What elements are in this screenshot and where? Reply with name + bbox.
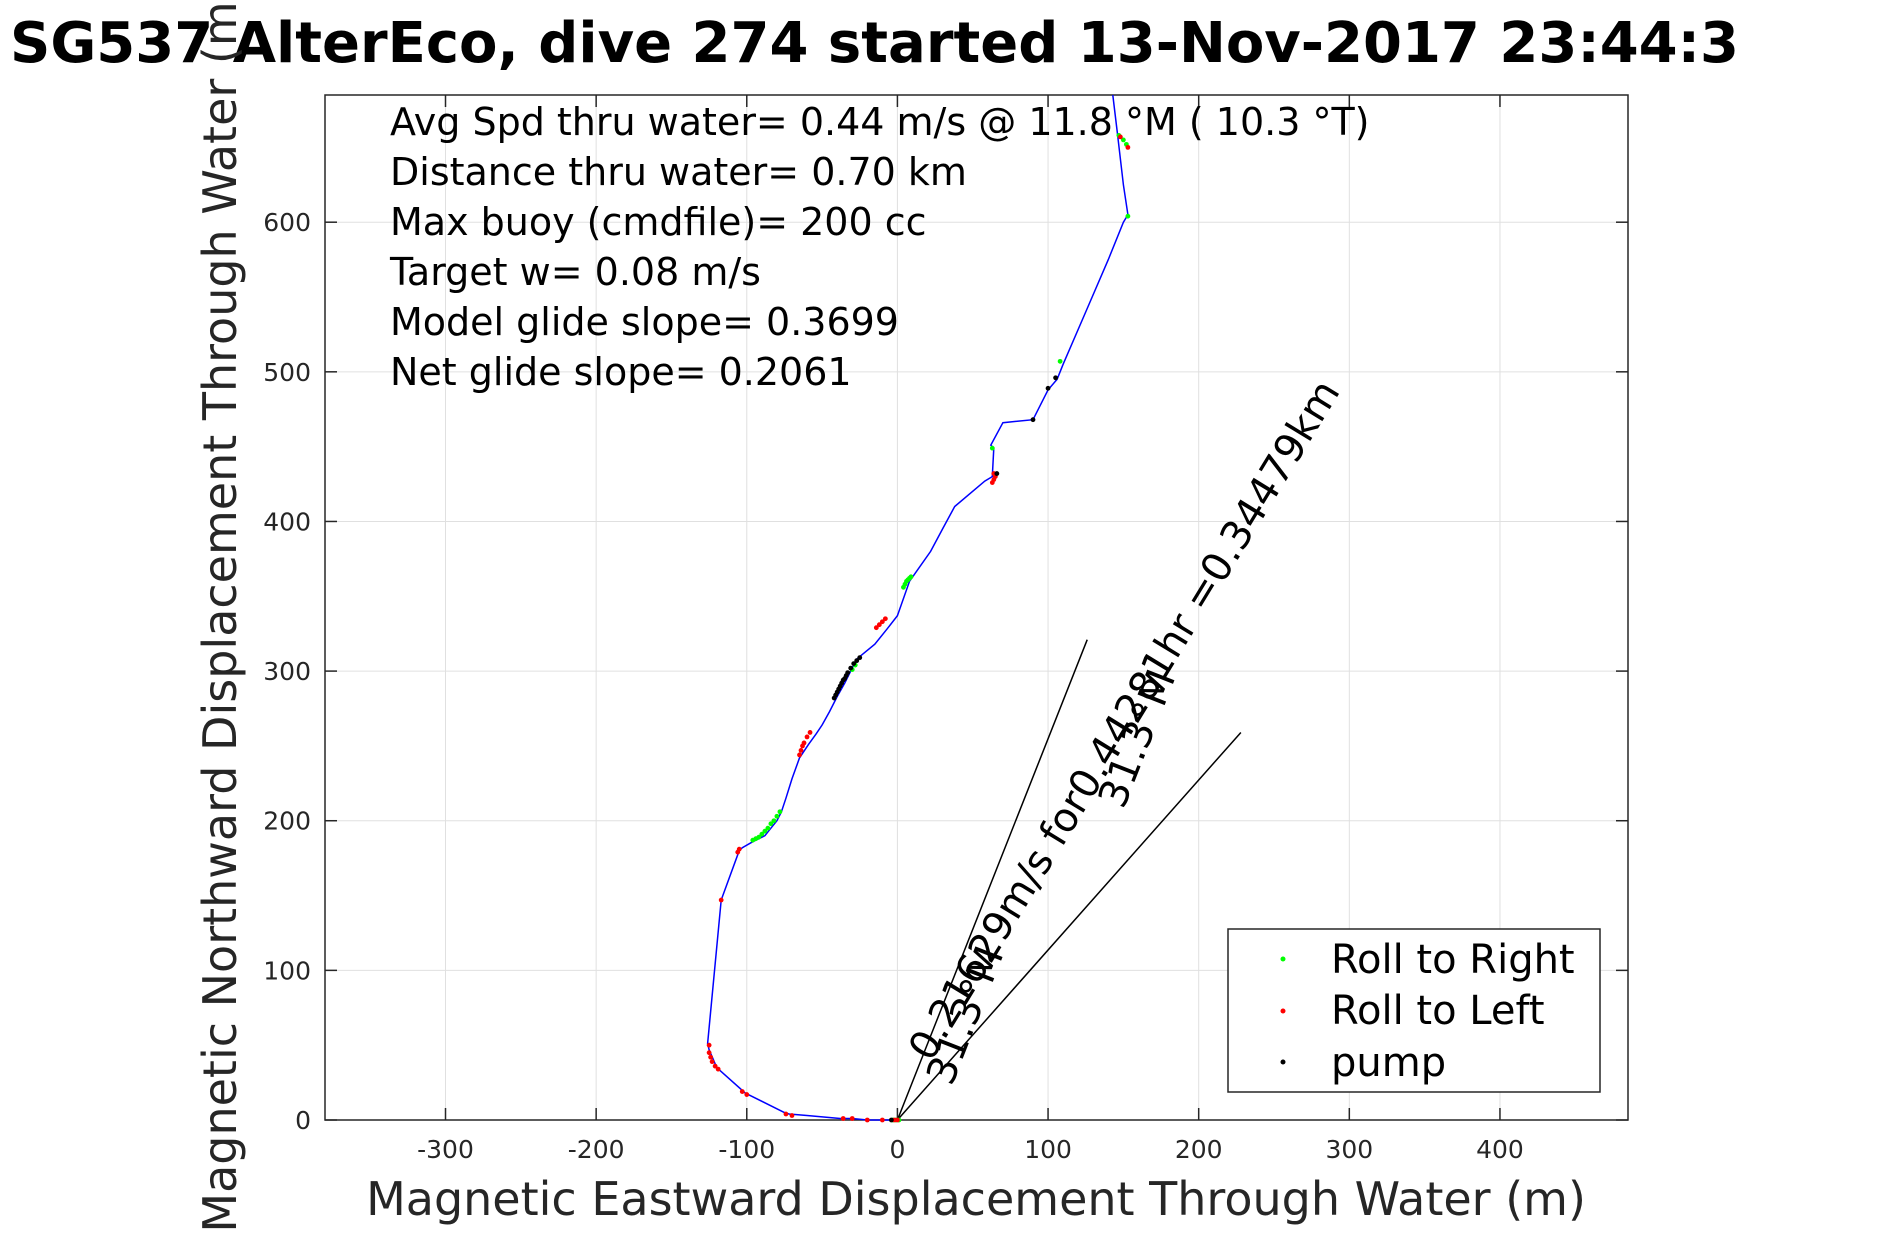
x-tick-label: -200 xyxy=(568,1135,625,1164)
point-roll-to-right xyxy=(1125,213,1131,219)
point-roll-to-right xyxy=(756,834,762,840)
point-roll-to-left xyxy=(804,734,810,740)
legend: Roll to Right Roll to Left pump xyxy=(1227,928,1601,1093)
chart-title: SG537 AlterEco, dive 274 started 13-Nov-… xyxy=(10,11,1739,76)
stat-line: Target w= 0.08 m/s xyxy=(389,250,761,294)
point-pump xyxy=(1030,417,1036,423)
y-axis-label: Magnetic Northward Displacement Through … xyxy=(193,0,247,1233)
point-roll-to-left xyxy=(706,1042,712,1048)
x-tick-label: 100 xyxy=(1024,1135,1072,1164)
point-roll-to-right xyxy=(908,574,914,580)
y-tick-label: 500 xyxy=(263,358,311,387)
plot-area-frame xyxy=(324,94,1629,1121)
point-roll-to-left xyxy=(873,625,879,631)
stat-line: Max buoy (cmdfile)= 200 cc xyxy=(390,200,927,244)
dive-stats-text: Avg Spd thru water= 0.44 m/s @ 11.8 °M (… xyxy=(389,100,1370,394)
glider-track xyxy=(706,94,1129,1121)
x-tick-label: 300 xyxy=(1325,1135,1373,1164)
point-roll-to-left xyxy=(709,1059,715,1065)
current-direction-lines xyxy=(896,639,1242,1121)
point-roll-to-left xyxy=(800,743,805,749)
y-tick-label: 400 xyxy=(263,507,311,536)
point-roll-to-right xyxy=(1120,137,1126,143)
point-roll-to-left xyxy=(879,1117,885,1123)
data-points xyxy=(706,133,1131,1123)
y-tick-label: 600 xyxy=(263,208,311,237)
legend-label-pump: pump xyxy=(1331,1040,1446,1086)
point-pump xyxy=(857,655,863,661)
legend-marker-pump xyxy=(1280,1059,1286,1065)
point-roll-to-left xyxy=(798,748,804,753)
point-roll-to-left xyxy=(739,1089,745,1094)
point-roll-to-left xyxy=(876,622,882,628)
point-pump xyxy=(845,670,851,675)
point-roll-to-right xyxy=(989,445,995,451)
point-roll-to-left xyxy=(706,1050,712,1056)
point-roll-to-left xyxy=(797,752,802,758)
stat-line: Net glide slope= 0.2061 xyxy=(390,350,852,394)
legend-label-roll-right: Roll to Right xyxy=(1331,937,1575,983)
point-roll-to-left xyxy=(849,1116,855,1121)
current-direction-line xyxy=(896,639,1088,1121)
point-roll-to-left xyxy=(744,1092,750,1097)
point-roll-to-right xyxy=(762,828,768,834)
y-tick-label: 100 xyxy=(263,956,311,985)
x-tick-label: -300 xyxy=(417,1135,474,1164)
y-tick-label: 0 xyxy=(295,1106,311,1135)
current-direction-line xyxy=(896,731,1242,1121)
point-roll-to-left xyxy=(715,1066,721,1072)
grid-lines xyxy=(325,95,1628,1121)
point-roll-to-left xyxy=(712,1063,718,1069)
point-pump xyxy=(848,665,854,671)
x-tick-label: 400 xyxy=(1476,1135,1524,1164)
point-roll-to-left xyxy=(736,846,742,852)
point-roll-to-left xyxy=(840,1116,846,1121)
point-roll-to-right xyxy=(774,813,780,819)
point-pump xyxy=(1045,385,1051,391)
point-roll-to-right xyxy=(759,831,765,837)
x-tick-label: 0 xyxy=(889,1135,905,1164)
point-roll-to-left xyxy=(807,730,813,735)
point-roll-to-right xyxy=(771,818,777,824)
point-roll-to-left xyxy=(708,1054,714,1060)
point-roll-to-left xyxy=(1125,144,1131,150)
x-tick-label: -100 xyxy=(718,1135,775,1164)
y-tick-label: 300 xyxy=(263,657,311,686)
y-tick-label: 200 xyxy=(263,807,311,836)
stat-line: Model glide slope= 0.3699 xyxy=(390,300,899,344)
point-roll-to-left xyxy=(783,1111,789,1117)
legend-marker-roll-left xyxy=(1280,1008,1286,1014)
legend-box xyxy=(1227,928,1601,1093)
legend-marker-roll-right xyxy=(1280,956,1286,962)
point-pump xyxy=(888,1117,894,1123)
point-roll-to-left xyxy=(1117,134,1123,140)
point-roll-to-right xyxy=(768,821,774,827)
legend-label-roll-left: Roll to Left xyxy=(1331,988,1545,1034)
track-line xyxy=(706,94,1129,1121)
point-roll-to-left xyxy=(882,616,888,622)
x-tick-label: 200 xyxy=(1175,1135,1223,1164)
axis-ticks: -300 -200 -100 0 100 200 300 400 0 100 200 300 400 50… xyxy=(263,95,1628,1164)
point-roll-to-left xyxy=(864,1117,870,1123)
point-roll-to-left xyxy=(789,1113,795,1118)
point-roll-to-right xyxy=(777,809,783,815)
point-roll-to-right xyxy=(765,825,771,831)
point-pump xyxy=(851,661,857,667)
point-pump xyxy=(994,471,1000,476)
point-roll-to-left xyxy=(879,619,885,625)
stat-line: Distance thru water= 0.70 km xyxy=(390,150,967,194)
point-pump xyxy=(854,658,860,664)
x-axis-label: Magnetic Eastward Displacement Through W… xyxy=(366,1172,1586,1226)
point-roll-to-left xyxy=(718,897,724,903)
point-roll-to-right xyxy=(1057,358,1063,364)
point-pump xyxy=(1053,375,1058,381)
stat-line: Avg Spd thru water= 0.44 m/s @ 11.8 °M (… xyxy=(390,100,1370,144)
